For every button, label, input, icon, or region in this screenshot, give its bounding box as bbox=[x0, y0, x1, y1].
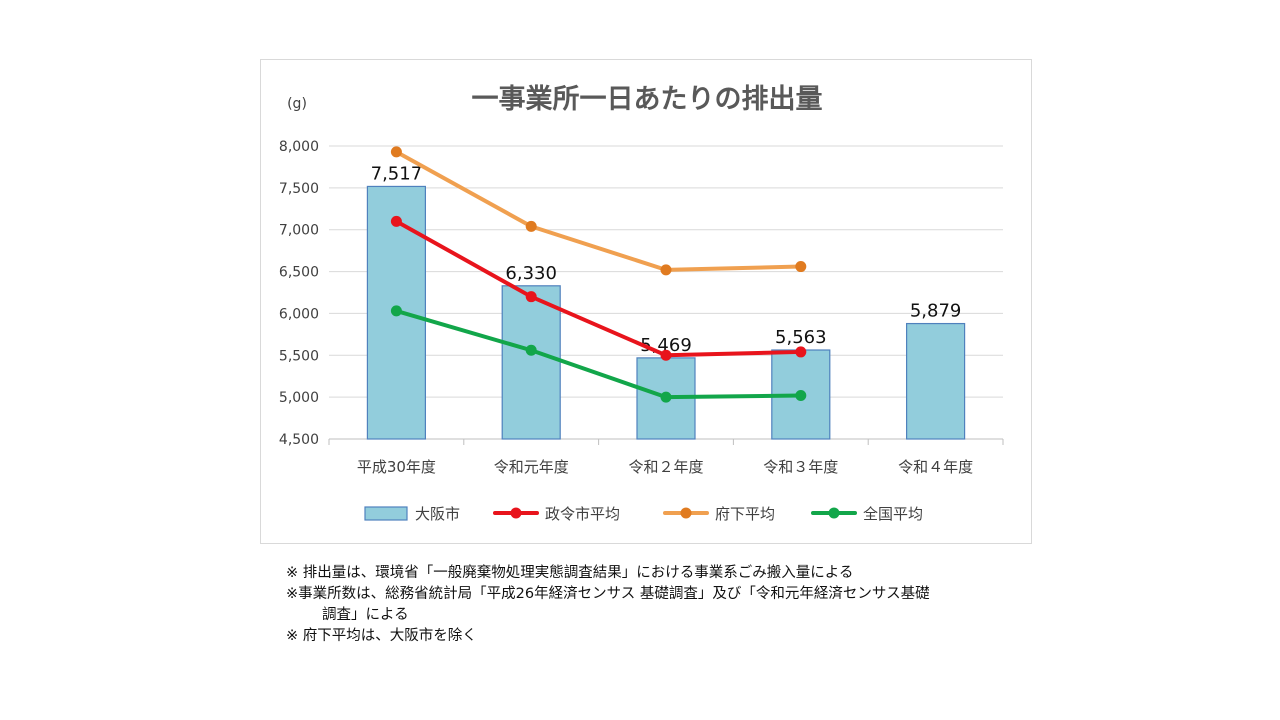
legend-item: 全国平均 bbox=[811, 505, 923, 523]
legend-item: 大阪市 bbox=[364, 505, 460, 523]
series-point bbox=[390, 215, 402, 227]
x-tick-labels: 平成30年度 令和元年度 令和２年度 令和３年度 令和４年度 bbox=[357, 458, 973, 476]
legend-label: 全国平均 bbox=[863, 505, 923, 523]
x-tick-label: 平成30年度 bbox=[357, 458, 436, 476]
x-tick-label: 令和４年度 bbox=[898, 458, 973, 476]
series-line bbox=[394, 149, 803, 272]
chart-title: 一事業所一日あたりの排出量 bbox=[472, 84, 823, 115]
bar bbox=[501, 285, 561, 440]
y-tick-label: 5,000 bbox=[279, 390, 319, 406]
legend-marker bbox=[510, 507, 522, 519]
footnote-2: ※事業所数は、総務省統計局「平成26年経済センサス 基礎調査」及び「令和元年経済… bbox=[286, 586, 930, 602]
y-tick-label: 8,000 bbox=[279, 139, 319, 155]
series-point bbox=[795, 389, 807, 401]
x-tick-label: 令和３年度 bbox=[763, 458, 838, 476]
bar-data-label: 7,517 bbox=[371, 163, 423, 184]
footnote-3: ※ 府下平均は、大阪市を除く bbox=[286, 628, 477, 644]
legend-marker bbox=[680, 507, 692, 519]
bar-data-label: 5,563 bbox=[775, 327, 827, 348]
y-tick-label: 4,500 bbox=[279, 432, 319, 448]
y-tick-label: 6,500 bbox=[279, 265, 319, 281]
series-point bbox=[390, 146, 402, 158]
series-lines bbox=[390, 146, 807, 403]
legend-label: 大阪市 bbox=[415, 505, 460, 523]
chart-frame: 一事業所一日あたりの排出量 (g) 4,500 5,000 5,500 6,000 6,… bbox=[260, 59, 1032, 544]
chart-svg: 一事業所一日あたりの排出量 (g) 4,500 5,000 5,500 6,000 6,… bbox=[279, 84, 1004, 523]
footnote-1: ※ 排出量は、環境省「一般廃棄物処理実態調査結果」における事業系ごみ搬入量による bbox=[286, 565, 854, 581]
footnote-2-continued: 調査」による bbox=[322, 607, 409, 623]
series-point bbox=[525, 220, 537, 232]
legend-item: 府下平均 bbox=[663, 505, 775, 523]
series-point bbox=[795, 346, 807, 358]
series-point bbox=[660, 349, 672, 361]
legend-marker bbox=[828, 507, 840, 519]
x-tick-label: 令和元年度 bbox=[494, 458, 569, 476]
footnotes: ※ 排出量は、環境省「一般廃棄物処理実態調査結果」における事業系ごみ搬入量による… bbox=[286, 563, 1046, 647]
bars bbox=[366, 185, 966, 440]
series-point bbox=[525, 344, 537, 356]
bar bbox=[905, 322, 966, 440]
legend-swatch bbox=[364, 506, 408, 521]
series-point bbox=[795, 261, 807, 273]
y-tick-label: 5,500 bbox=[279, 348, 319, 364]
series-point bbox=[660, 264, 672, 276]
legend-label: 政令市平均 bbox=[545, 505, 620, 523]
series-point bbox=[390, 305, 402, 317]
legend-label: 府下平均 bbox=[715, 505, 775, 523]
series-line bbox=[394, 308, 803, 400]
series-line bbox=[394, 219, 803, 358]
bar-data-label: 5,879 bbox=[910, 301, 962, 322]
legend-item: 政令市平均 bbox=[493, 505, 620, 523]
series-point bbox=[660, 391, 672, 403]
y-tick-label: 7,500 bbox=[279, 181, 319, 197]
y-tick-label: 7,000 bbox=[279, 223, 319, 239]
series-point bbox=[525, 291, 537, 303]
y-tick-label: 6,000 bbox=[279, 306, 319, 322]
legend: 大阪市 政令市平均 府下平均 全国平均 bbox=[364, 505, 923, 523]
y-tick-labels: 4,500 5,000 5,500 6,000 6,500 7,000 7,500 8,000 bbox=[279, 139, 319, 448]
bar-data-label: 6,330 bbox=[505, 263, 557, 284]
x-tick-label: 令和２年度 bbox=[628, 458, 703, 476]
y-axis-unit-label: (g) bbox=[287, 96, 307, 112]
